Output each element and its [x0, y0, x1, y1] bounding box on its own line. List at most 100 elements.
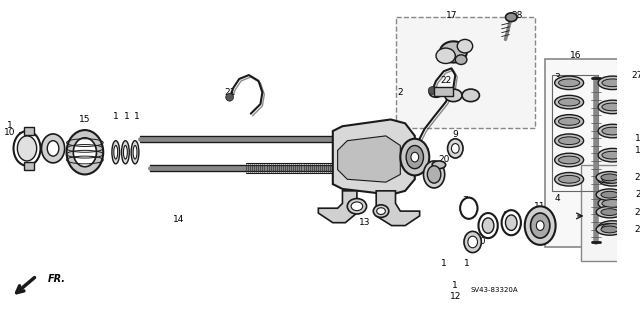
Text: 19: 19: [635, 146, 640, 155]
Ellipse shape: [462, 89, 479, 102]
Ellipse shape: [447, 139, 463, 158]
Text: 26: 26: [635, 225, 640, 234]
Ellipse shape: [47, 141, 59, 156]
Text: 3: 3: [555, 73, 561, 83]
Ellipse shape: [455, 55, 467, 64]
Text: 15: 15: [79, 115, 91, 124]
Text: 24: 24: [635, 190, 640, 199]
Text: 20: 20: [438, 155, 449, 165]
Polygon shape: [318, 191, 357, 223]
Ellipse shape: [451, 144, 459, 153]
Text: 1: 1: [452, 281, 458, 290]
Ellipse shape: [559, 79, 580, 87]
Text: 12: 12: [450, 293, 461, 301]
Text: FR.: FR.: [48, 274, 66, 284]
Text: 6: 6: [479, 218, 485, 227]
Ellipse shape: [483, 218, 494, 233]
Ellipse shape: [424, 161, 445, 188]
Ellipse shape: [601, 174, 618, 181]
Bar: [24, 162, 34, 170]
Ellipse shape: [598, 221, 627, 234]
Ellipse shape: [559, 117, 580, 125]
Text: 12: 12: [15, 140, 27, 149]
Ellipse shape: [559, 156, 580, 164]
Text: 9: 9: [452, 130, 458, 139]
Ellipse shape: [42, 134, 65, 163]
Ellipse shape: [601, 226, 618, 233]
Text: 7: 7: [462, 196, 468, 205]
Text: 28: 28: [511, 11, 523, 20]
Ellipse shape: [602, 79, 623, 87]
Ellipse shape: [133, 145, 137, 159]
Text: 23: 23: [635, 173, 640, 182]
Ellipse shape: [596, 206, 623, 218]
Ellipse shape: [531, 213, 550, 238]
Ellipse shape: [468, 236, 477, 248]
Ellipse shape: [373, 205, 388, 217]
Ellipse shape: [436, 48, 455, 63]
Text: 13: 13: [359, 218, 371, 227]
Ellipse shape: [67, 130, 103, 174]
Text: 17: 17: [445, 11, 457, 20]
Ellipse shape: [429, 88, 443, 97]
Ellipse shape: [506, 215, 517, 230]
Text: 1: 1: [19, 132, 24, 141]
Ellipse shape: [555, 95, 584, 109]
Polygon shape: [338, 136, 401, 182]
Bar: [545, 59, 640, 247]
Text: 27: 27: [631, 70, 640, 80]
Ellipse shape: [460, 197, 477, 219]
Ellipse shape: [559, 137, 580, 145]
Ellipse shape: [602, 224, 623, 231]
Bar: [580, 165, 640, 261]
Ellipse shape: [555, 153, 584, 167]
Text: 14: 14: [173, 215, 184, 224]
Polygon shape: [333, 120, 415, 195]
Text: 18: 18: [635, 134, 640, 143]
Text: 1: 1: [464, 259, 470, 268]
Circle shape: [428, 87, 436, 94]
Ellipse shape: [598, 124, 627, 138]
Text: 22: 22: [440, 76, 451, 85]
Ellipse shape: [602, 175, 623, 183]
Bar: [434, 87, 453, 96]
Text: 1: 1: [441, 259, 447, 268]
Ellipse shape: [536, 221, 544, 230]
Ellipse shape: [124, 145, 127, 159]
Ellipse shape: [602, 103, 623, 111]
Ellipse shape: [598, 148, 627, 162]
Ellipse shape: [602, 127, 623, 135]
Ellipse shape: [432, 161, 445, 169]
Ellipse shape: [596, 172, 623, 183]
Ellipse shape: [131, 141, 139, 164]
Ellipse shape: [598, 197, 627, 210]
Ellipse shape: [525, 206, 556, 245]
Text: 5: 5: [573, 157, 579, 167]
Text: 2: 2: [397, 88, 403, 97]
Ellipse shape: [555, 76, 584, 90]
Ellipse shape: [602, 151, 623, 159]
Ellipse shape: [555, 134, 584, 147]
Text: 4: 4: [555, 194, 561, 203]
Ellipse shape: [401, 139, 429, 175]
Ellipse shape: [559, 98, 580, 106]
Text: 11: 11: [534, 202, 546, 211]
Ellipse shape: [479, 213, 498, 238]
Ellipse shape: [440, 41, 467, 63]
Bar: [396, 17, 536, 128]
Bar: [24, 127, 34, 135]
Ellipse shape: [559, 175, 580, 183]
Ellipse shape: [596, 189, 623, 201]
Text: SV43-83320A: SV43-83320A: [471, 287, 518, 293]
Text: 8: 8: [502, 211, 508, 220]
Ellipse shape: [74, 138, 97, 167]
Text: 16: 16: [570, 51, 582, 60]
Ellipse shape: [122, 141, 129, 164]
Ellipse shape: [17, 136, 36, 161]
Ellipse shape: [502, 210, 521, 235]
Ellipse shape: [13, 131, 40, 166]
Ellipse shape: [428, 166, 441, 183]
Ellipse shape: [348, 198, 367, 214]
Ellipse shape: [598, 173, 627, 186]
Ellipse shape: [506, 13, 517, 22]
